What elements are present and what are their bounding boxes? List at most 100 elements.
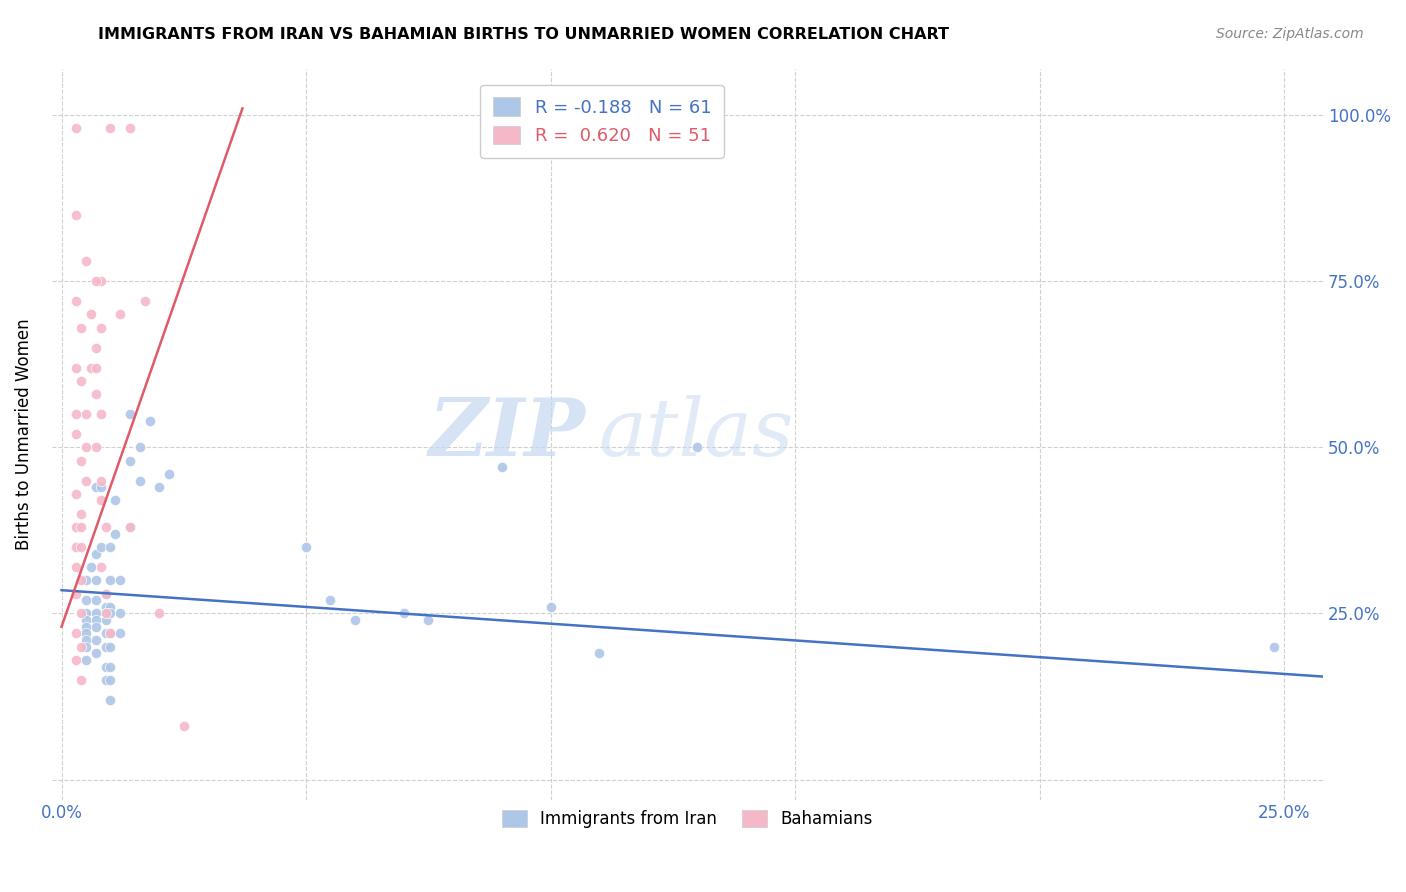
Point [75,593,97,607]
Point [84,613,107,627]
Point [138,414,160,428]
Point [65,294,87,309]
Point [65,653,87,667]
Point [100,573,122,587]
Point [343,613,366,627]
Point [90,474,112,488]
Point [90,480,112,494]
Point [80,307,103,321]
Point [94,640,117,654]
Point [418,613,440,627]
Point [104,526,127,541]
Point [70,640,93,654]
Point [65,586,87,600]
Legend: Immigrants from Iran, Bahamians: Immigrants from Iran, Bahamians [495,804,880,835]
Point [392,607,415,621]
Point [75,613,97,627]
Point [84,387,107,401]
Point [70,540,93,554]
Point [70,607,93,621]
Point [118,453,141,467]
Point [84,341,107,355]
Point [80,560,103,574]
Point [70,320,93,334]
Point [84,620,107,634]
Point [75,474,97,488]
Point [1263,640,1285,654]
Point [148,480,170,494]
Point [75,626,97,640]
Point [84,633,107,648]
Point [100,540,122,554]
Point [108,607,131,621]
Point [319,593,342,607]
Point [75,640,97,654]
Point [65,626,87,640]
Text: Source: ZipAtlas.com: Source: ZipAtlas.com [1216,27,1364,41]
Point [90,274,112,288]
Point [65,560,87,574]
Point [84,440,107,454]
Point [108,573,131,587]
Point [65,360,87,375]
Text: atlas: atlas [599,395,794,473]
Point [75,573,97,587]
Point [100,673,122,687]
Point [128,440,150,454]
Point [94,673,117,687]
Point [94,659,117,673]
Point [128,474,150,488]
Point [75,407,97,421]
Point [65,121,87,136]
Point [100,626,122,640]
Point [134,294,156,309]
Point [94,626,117,640]
Point [84,547,107,561]
Point [108,626,131,640]
Point [90,407,112,421]
Point [295,540,318,554]
Point [65,208,87,222]
Point [108,307,131,321]
Point [100,607,122,621]
Point [75,254,97,268]
Point [75,440,97,454]
Point [65,487,87,501]
Point [84,646,107,660]
Point [491,460,513,475]
Text: IMMIGRANTS FROM IRAN VS BAHAMIAN BIRTHS TO UNMARRIED WOMEN CORRELATION CHART: IMMIGRANTS FROM IRAN VS BAHAMIAN BIRTHS … [98,27,949,42]
Point [65,407,87,421]
Point [70,573,93,587]
Point [75,620,97,634]
Point [84,573,107,587]
Point [148,607,170,621]
Point [540,599,562,614]
Point [84,360,107,375]
Point [118,520,141,534]
Point [90,560,112,574]
Point [118,121,141,136]
Point [94,520,117,534]
Point [94,586,117,600]
Point [100,693,122,707]
Point [65,427,87,442]
Point [173,719,195,733]
Point [65,540,87,554]
Point [84,480,107,494]
Point [588,646,610,660]
Point [90,320,112,334]
Point [65,520,87,534]
Point [90,493,112,508]
Point [70,453,93,467]
Point [94,607,117,621]
Point [84,593,107,607]
Point [70,507,93,521]
Point [84,607,107,621]
Point [100,121,122,136]
Point [100,626,122,640]
Y-axis label: Births to Unmarried Women: Births to Unmarried Women [15,318,32,549]
Point [84,274,107,288]
Point [94,607,117,621]
Point [75,653,97,667]
Point [94,586,117,600]
